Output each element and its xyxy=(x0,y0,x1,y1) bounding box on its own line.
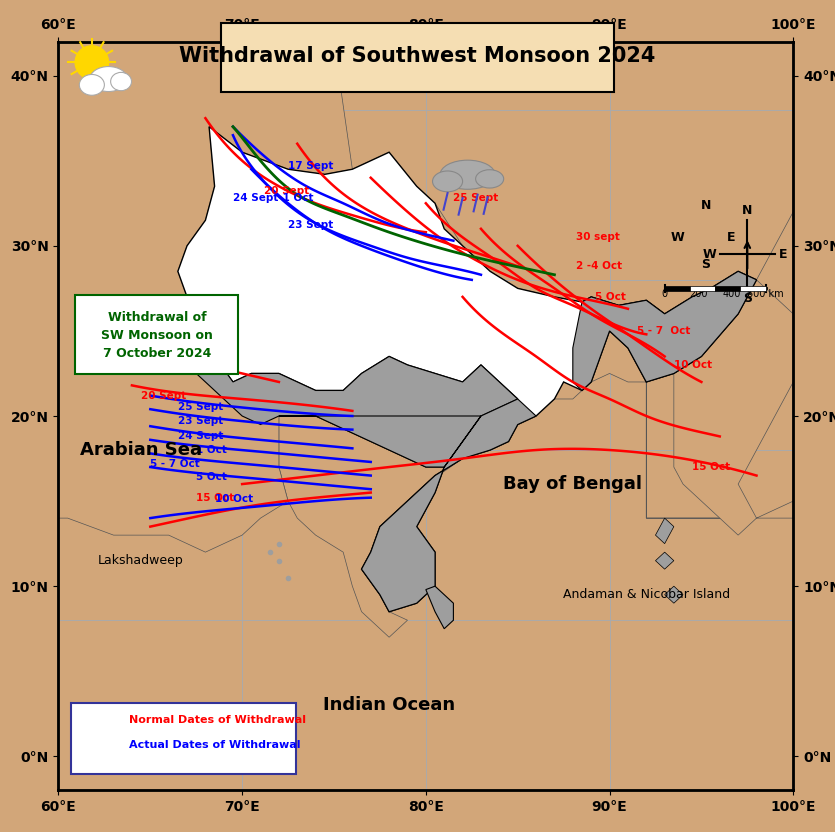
Polygon shape xyxy=(58,42,793,637)
Polygon shape xyxy=(178,126,757,612)
Text: 5 - 7  Oct: 5 - 7 Oct xyxy=(637,326,691,336)
Text: 20 Sept: 20 Sept xyxy=(141,390,186,400)
Ellipse shape xyxy=(110,72,131,91)
Ellipse shape xyxy=(433,171,463,191)
Text: 15 Oct: 15 Oct xyxy=(692,462,731,472)
Bar xyxy=(690,286,716,291)
Text: Withdrawal of Southwest Monsoon 2024: Withdrawal of Southwest Monsoon 2024 xyxy=(180,46,655,66)
Bar xyxy=(741,286,766,291)
Text: 10 Oct: 10 Oct xyxy=(215,494,253,504)
Polygon shape xyxy=(426,587,453,629)
Text: Indian Ocean: Indian Ocean xyxy=(323,696,455,715)
Text: 20 Sept: 20 Sept xyxy=(264,186,310,196)
Text: S: S xyxy=(701,258,710,271)
Text: Actual Dates of Withdrawal: Actual Dates of Withdrawal xyxy=(129,740,301,750)
Ellipse shape xyxy=(440,160,495,189)
Text: Lakshadweep: Lakshadweep xyxy=(99,554,184,567)
Text: 15 Oct: 15 Oct xyxy=(196,493,235,503)
Circle shape xyxy=(75,46,109,79)
Polygon shape xyxy=(674,271,793,535)
Text: 0: 0 xyxy=(661,289,668,299)
Text: 2 -4 Oct: 2 -4 Oct xyxy=(576,261,623,271)
Polygon shape xyxy=(187,339,518,467)
Polygon shape xyxy=(573,271,757,390)
Text: 23 Sept: 23 Sept xyxy=(288,220,333,230)
Text: S: S xyxy=(743,292,752,305)
Polygon shape xyxy=(279,399,536,612)
Text: 24 Sept: 24 Sept xyxy=(178,432,223,442)
Polygon shape xyxy=(655,518,674,543)
Polygon shape xyxy=(655,552,674,569)
Text: W: W xyxy=(702,248,716,260)
Text: N: N xyxy=(742,204,752,217)
Text: Withdrawal of
SW Monsoon on
7 October 2024: Withdrawal of SW Monsoon on 7 October 20… xyxy=(101,311,213,359)
Text: Andaman & Nicobar Island: Andaman & Nicobar Island xyxy=(563,588,730,602)
Text: 17 Sept: 17 Sept xyxy=(288,161,333,171)
Text: 200: 200 xyxy=(689,289,707,299)
Ellipse shape xyxy=(90,67,127,92)
Text: E: E xyxy=(726,230,735,244)
Ellipse shape xyxy=(79,75,104,96)
Text: 25 Sept: 25 Sept xyxy=(178,403,223,413)
Text: 24 Sept-1 Oct: 24 Sept-1 Oct xyxy=(233,193,313,203)
Text: E: E xyxy=(778,248,787,260)
Bar xyxy=(716,286,741,291)
Polygon shape xyxy=(58,42,352,552)
Text: N: N xyxy=(701,199,711,212)
Bar xyxy=(665,286,690,291)
Text: 600 km: 600 km xyxy=(747,289,784,299)
Text: 30 sept: 30 sept xyxy=(576,232,620,242)
Polygon shape xyxy=(665,587,683,603)
Ellipse shape xyxy=(476,170,504,188)
Text: Normal Dates of Withdrawal: Normal Dates of Withdrawal xyxy=(129,715,306,725)
Text: 400: 400 xyxy=(723,289,741,299)
Text: 1 Oct: 1 Oct xyxy=(196,445,227,455)
Text: Bay of Bengal: Bay of Bengal xyxy=(504,475,642,493)
Text: 5 Oct: 5 Oct xyxy=(196,473,227,483)
Text: 5 Oct: 5 Oct xyxy=(595,292,625,302)
Text: 5 - 7 Oct: 5 - 7 Oct xyxy=(150,458,200,468)
Text: 23 Sept: 23 Sept xyxy=(178,416,223,426)
Text: 10 Oct: 10 Oct xyxy=(674,360,712,370)
Text: 17 Sept: 17 Sept xyxy=(123,364,168,374)
Text: Arabian Sea: Arabian Sea xyxy=(80,441,202,459)
Text: 25 Sept: 25 Sept xyxy=(453,193,498,203)
Polygon shape xyxy=(58,42,793,790)
Text: W: W xyxy=(671,230,685,244)
